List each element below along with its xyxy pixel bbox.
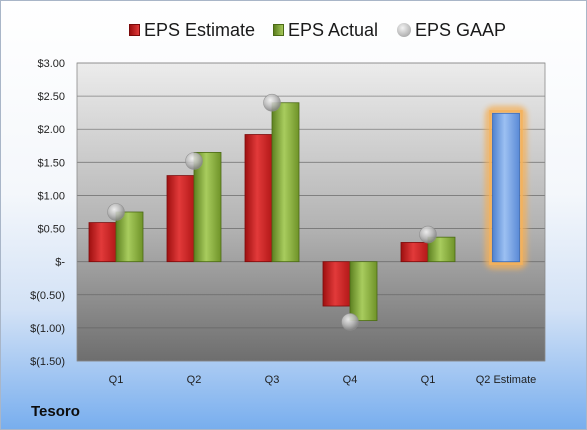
legend-estimate-marker — [129, 24, 140, 36]
estimate-bar — [400, 242, 429, 263]
x-tick-label: Q1 — [421, 374, 436, 386]
y-tick-label: $2.00 — [37, 124, 65, 136]
company-name: Tesoro — [31, 403, 80, 420]
gaap-point — [341, 313, 359, 331]
x-tick-label: Q4 — [343, 374, 358, 386]
x-tick-label: Q2 — [187, 374, 202, 386]
estimate-bar — [322, 261, 351, 307]
y-tick-label: $(0.50) — [30, 290, 65, 302]
legend-actual-label: EPS Actual — [288, 19, 379, 40]
legend-item-estimate: EPS Estimate — [129, 17, 255, 43]
x-tick-label: Q2 Estimate — [476, 374, 537, 386]
estimate-bar — [166, 175, 195, 263]
legend-estimate-label: EPS Estimate — [144, 19, 256, 40]
y-tick-label: $- — [55, 257, 65, 269]
legend-gaap-label: EPS GAAP — [415, 19, 507, 40]
estimate-bar — [244, 134, 273, 263]
actual-bar — [271, 102, 300, 263]
gaap-point — [263, 93, 281, 112]
gaap-point — [419, 225, 437, 244]
forecast-outline — [489, 110, 523, 265]
plot-area — [77, 63, 545, 361]
x-tick-label: Q3 — [265, 374, 280, 386]
y-tick-label: $3.00 — [37, 58, 65, 70]
y-tick-label: $1.50 — [37, 157, 65, 169]
plot-border — [76, 62, 546, 362]
estimate-bar — [88, 222, 117, 263]
y-tick-label: $(1.00) — [30, 323, 65, 335]
forecast-glow — [485, 106, 527, 269]
y-tick-label: $0.50 — [37, 224, 65, 236]
actual-bar — [349, 261, 378, 322]
y-tick-label: $(1.50) — [30, 356, 65, 368]
legend-gaap-marker — [397, 23, 411, 37]
legend-item-actual: EPS Actual — [273, 17, 378, 43]
chart-legend: EPS Estimate EPS Actual EPS GAAP — [1, 17, 586, 43]
gaap-point — [107, 203, 125, 221]
legend-item-gaap: EPS GAAP — [397, 17, 506, 43]
actual-bar — [193, 151, 222, 263]
gaap-point — [185, 152, 203, 170]
y-tick-label: $1.00 — [37, 190, 65, 202]
legend-actual-marker — [273, 24, 284, 36]
actual-bar — [115, 211, 144, 263]
x-tick-label: Q1 — [109, 374, 124, 386]
y-tick-label: $2.50 — [37, 91, 65, 103]
forecast-bar — [492, 112, 520, 263]
